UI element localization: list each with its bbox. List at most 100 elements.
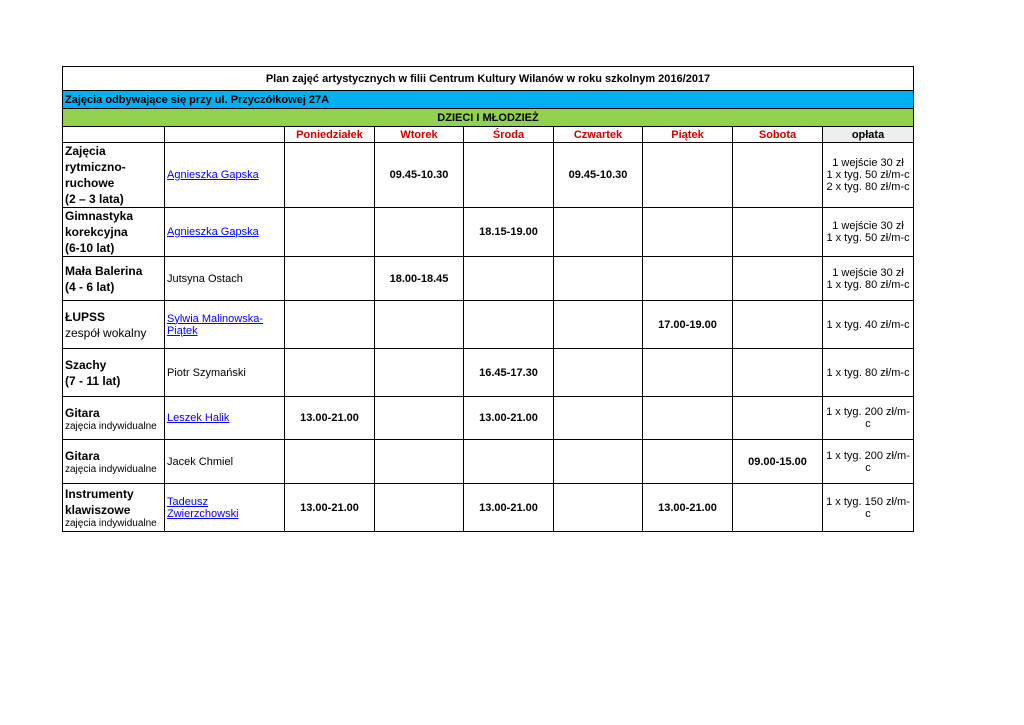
instructor-link[interactable]: Leszek Halik (167, 412, 230, 424)
location-banner: Zajęcia odbywające się przy ul. Przyczół… (61, 90, 915, 109)
fee-line: 1 x tyg. 200 zł/m-c (826, 449, 910, 474)
fee-line: 1 x tyg. 40 zł/m-c (826, 318, 910, 331)
time-cell: 13.00-21.00 (284, 483, 375, 532)
time-cell (553, 483, 643, 532)
time-cell (284, 256, 375, 301)
instructor-name: Piotr Szymański (167, 366, 246, 379)
time-cell (284, 142, 375, 208)
header-row: Poniedziałek Wtorek Środa Czwartek Piątek Sob… (62, 126, 915, 143)
fee-line: 1 x tyg. 50 zł/m-c (826, 169, 910, 181)
time-cell: 13.00-21.00 (463, 396, 554, 440)
fee-line: 1 x tyg. 150 zł/m-c (826, 495, 910, 520)
time-cell (732, 483, 823, 532)
header-empty (164, 126, 285, 143)
instructor-cell: Jacek Chmiel (164, 439, 285, 484)
fee-cell: 1 x tyg. 40 zł/m-c (821, 300, 915, 349)
time-cell (642, 207, 733, 257)
activity-name-line: Szachy (65, 357, 107, 372)
time-cell (284, 207, 375, 257)
time-cell (284, 300, 375, 349)
header-day: Sobota (732, 126, 823, 143)
time-cell (374, 207, 464, 257)
table-row: Gitara zajęcia indywidualne Leszek Halik 13… (62, 396, 915, 440)
fee-cell: 1 wejście 30 zł 1 x tyg. 50 zł/m-c (821, 207, 915, 257)
section-banner: DZIECI I MŁODZIEŻ (61, 108, 915, 127)
time-cell (553, 300, 643, 349)
table-row: ŁUPSS zespół wokalny Sylwia Malinowska-Pią… (62, 300, 915, 349)
fee-line: 1 x tyg. 80 zł/m-c (826, 366, 910, 379)
activity-name-line: Gitara (65, 405, 100, 420)
time-cell (642, 348, 733, 397)
activity-desc: zespół wokalny (65, 325, 147, 340)
instructor-cell: Piotr Szymański (164, 348, 285, 397)
header-day: Piątek (642, 126, 733, 143)
time-cell (732, 142, 823, 208)
fee-line: 1 wejście 30 zł (832, 220, 904, 232)
time-cell (553, 207, 643, 257)
activity-cell: Zajęcia rytmiczno-ruchowe (2 – 3 lata) (62, 142, 165, 208)
instructor-cell: Leszek Halik (164, 396, 285, 440)
activity-name-line: Mała Balerina (65, 263, 143, 278)
time-cell: 17.00-19.00 (642, 300, 733, 349)
fee-cell: 1 x tyg. 80 zł/m-c (821, 348, 915, 397)
activity-note: zajęcia indywidualne (65, 464, 157, 475)
time-cell (374, 300, 464, 349)
instructor-cell: Tadeusz Zwierzchowski (164, 483, 285, 532)
time-cell (463, 256, 554, 301)
time-cell: 13.00-21.00 (642, 483, 733, 532)
time-cell (732, 207, 823, 257)
time-cell (374, 396, 464, 440)
time-cell: 09.45-10.30 (374, 142, 464, 208)
fee-line: 2 x tyg. 80 zł/m-c (826, 181, 910, 193)
fee-cell: 1 x tyg. 200 zł/m-c (821, 396, 915, 440)
fee-cell: 1 wejście 30 zł 1 x tyg. 80 zł/m-c (821, 256, 915, 301)
fee-line: 1 x tyg. 80 zł/m-c (826, 278, 910, 291)
header-empty (62, 126, 165, 143)
activity-name-line: klawiszowe (65, 503, 131, 517)
instructor-link[interactable]: Agnieszka Gapska (167, 169, 259, 181)
time-cell (732, 348, 823, 397)
time-cell (284, 348, 375, 397)
time-cell (374, 483, 464, 532)
instructor-link[interactable]: Sylwia Malinowska-Piątek (167, 312, 263, 337)
fee-cell: 1 wejście 30 zł 1 x tyg. 50 zł/m-c 2 x tyg… (821, 142, 915, 208)
instructor-link[interactable]: Agnieszka Gapska (167, 226, 259, 238)
time-cell (374, 348, 464, 397)
time-cell (642, 396, 733, 440)
time-cell (732, 396, 823, 440)
activity-name-line: Instrumenty (65, 487, 134, 501)
instructor-cell: Sylwia Malinowska-Piątek (164, 300, 285, 349)
time-cell: 09.45-10.30 (553, 142, 643, 208)
time-cell (553, 439, 643, 484)
fee-line: 1 x tyg. 200 zł/m-c (826, 406, 910, 430)
activity-name-line: ruchowe (65, 176, 115, 190)
activity-name-line: (7 - 11 lat) (65, 373, 121, 388)
instructor-cell: Agnieszka Gapska (164, 207, 285, 257)
time-cell (732, 300, 823, 349)
time-cell: 13.00-21.00 (284, 396, 375, 440)
instructor-name: Jacek Chmiel (167, 455, 234, 468)
time-cell (284, 439, 375, 484)
activity-name-line: ŁUPSS (65, 309, 106, 324)
activity-cell: ŁUPSS zespół wokalny (62, 300, 165, 349)
fee-line: 1 x tyg. 50 zł/m-c (826, 232, 910, 244)
time-cell (553, 256, 643, 301)
time-cell (553, 396, 643, 440)
instructor-link[interactable]: Tadeusz Zwierzchowski (167, 495, 239, 520)
time-cell (642, 256, 733, 301)
activity-name-line: (4 - 6 lat) (65, 279, 115, 294)
activity-name-line: rytmiczno- (65, 160, 126, 174)
time-cell (553, 348, 643, 397)
header-fee: opłata (821, 126, 915, 143)
header-day: Środa (463, 126, 554, 143)
header-day: Czwartek (553, 126, 643, 143)
fee-line: 1 wejście 30 zł (832, 157, 904, 169)
activity-name-line: korekcyjna (65, 225, 128, 239)
activity-note: zajęcia indywidualne (65, 420, 157, 432)
table-row: Gitara zajęcia indywidualne Jacek Chmiel 09… (62, 439, 915, 484)
activity-name-line: Zajęcia (65, 144, 106, 158)
time-cell (374, 439, 464, 484)
time-cell (732, 256, 823, 301)
table-row: Gimnastyka korekcyjna (6-10 lat) Agnieszka … (62, 207, 915, 257)
page-title: Plan zajęć artystycznych w filii Centrum… (61, 66, 915, 91)
